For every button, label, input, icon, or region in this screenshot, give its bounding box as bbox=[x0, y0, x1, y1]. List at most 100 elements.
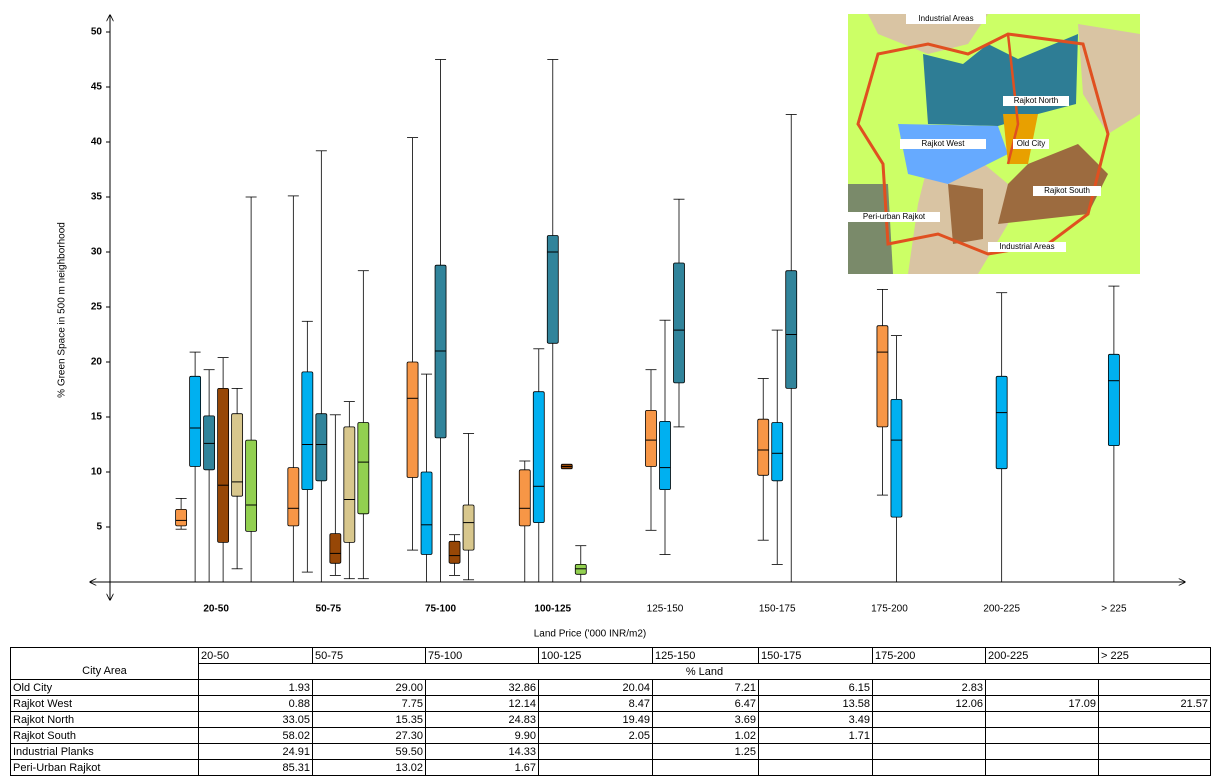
value-cell: 15.35 bbox=[313, 712, 426, 728]
x-tick-label: 100-125 bbox=[534, 604, 571, 615]
x-tick-label: 50-75 bbox=[316, 604, 342, 615]
x-tick-label: 125-150 bbox=[647, 604, 684, 615]
column-header: 100-125 bbox=[539, 648, 653, 664]
inset-map: Industrial Areas Rajkot North Rajkot Wes… bbox=[848, 14, 1140, 274]
value-cell: 1.71 bbox=[759, 728, 873, 744]
value-cell bbox=[986, 728, 1099, 744]
x-tick-label: 175-200 bbox=[871, 604, 908, 615]
box bbox=[463, 505, 474, 550]
box bbox=[302, 372, 313, 490]
value-cell: 14.33 bbox=[426, 744, 539, 760]
box bbox=[358, 423, 369, 514]
box bbox=[435, 265, 446, 438]
box bbox=[674, 263, 685, 383]
value-cell bbox=[1099, 712, 1211, 728]
column-header: 150-175 bbox=[759, 648, 873, 664]
y-tick-label: 45 bbox=[91, 82, 103, 93]
row-label: Rajkot West bbox=[11, 696, 199, 712]
header-cell: City Area bbox=[11, 664, 199, 680]
box bbox=[232, 414, 243, 497]
value-cell: 3.69 bbox=[653, 712, 759, 728]
map-label: Industrial Areas bbox=[999, 242, 1054, 251]
column-header: 175-200 bbox=[873, 648, 986, 664]
value-cell bbox=[873, 728, 986, 744]
value-cell: 32.86 bbox=[426, 680, 539, 696]
page: % Green Space in 500 m neighborhood Land… bbox=[0, 0, 1213, 781]
x-axis-title: Land Price ('000 INR/m2) bbox=[534, 629, 647, 640]
value-cell: 58.02 bbox=[199, 728, 313, 744]
value-cell: 7.21 bbox=[653, 680, 759, 696]
x-tick-label: 75-100 bbox=[425, 604, 457, 615]
chart: % Green Space in 500 m neighborhood Land… bbox=[0, 0, 1213, 645]
value-cell bbox=[539, 744, 653, 760]
y-tick-label: 15 bbox=[91, 412, 103, 423]
map-label: Peri-urban Rajkot bbox=[863, 212, 926, 221]
unit-header: % Land bbox=[199, 664, 1211, 680]
y-tick-label: 10 bbox=[91, 467, 103, 478]
column-header: 75-100 bbox=[426, 648, 539, 664]
value-cell: 8.47 bbox=[539, 696, 653, 712]
column-header: 50-75 bbox=[313, 648, 426, 664]
box bbox=[533, 392, 544, 523]
box bbox=[407, 362, 418, 478]
value-cell: 1.93 bbox=[199, 680, 313, 696]
value-cell bbox=[986, 680, 1099, 696]
value-cell: 13.58 bbox=[759, 696, 873, 712]
y-tick-label: 5 bbox=[96, 522, 102, 533]
value-cell: 3.49 bbox=[759, 712, 873, 728]
value-cell: 2.05 bbox=[539, 728, 653, 744]
box bbox=[421, 472, 432, 555]
column-header: > 225 bbox=[1099, 648, 1211, 664]
x-tick-label: 200-225 bbox=[983, 604, 1020, 615]
value-cell bbox=[873, 712, 986, 728]
column-header: 125-150 bbox=[653, 648, 759, 664]
value-cell bbox=[986, 712, 1099, 728]
box bbox=[330, 534, 341, 564]
value-cell bbox=[1099, 744, 1211, 760]
value-cell bbox=[1099, 680, 1211, 696]
box bbox=[772, 423, 783, 481]
map-label: Rajkot West bbox=[922, 139, 966, 148]
value-cell: 33.05 bbox=[199, 712, 313, 728]
table-row: City Area% Land bbox=[11, 664, 1211, 680]
value-cell bbox=[986, 744, 1099, 760]
map-label: Rajkot South bbox=[1044, 186, 1090, 195]
map-label: Rajkot North bbox=[1014, 96, 1058, 105]
value-cell: 29.00 bbox=[313, 680, 426, 696]
value-cell bbox=[759, 744, 873, 760]
value-cell: 2.83 bbox=[873, 680, 986, 696]
y-tick-label: 40 bbox=[91, 137, 103, 148]
row-label: Rajkot North bbox=[11, 712, 199, 728]
value-cell: 21.57 bbox=[1099, 696, 1211, 712]
y-tick-label: 25 bbox=[91, 302, 103, 313]
box bbox=[344, 427, 355, 543]
table-row: Industrial Planks24.9159.5014.331.25 bbox=[11, 744, 1211, 760]
box bbox=[204, 416, 215, 470]
row-label: Industrial Planks bbox=[11, 744, 199, 760]
value-cell: 7.75 bbox=[313, 696, 426, 712]
box bbox=[176, 509, 187, 526]
value-cell: 59.50 bbox=[313, 744, 426, 760]
value-cell: 12.14 bbox=[426, 696, 539, 712]
row-label: Peri-Urban Rajkot bbox=[11, 760, 199, 776]
box bbox=[316, 414, 327, 481]
column-header: 20-50 bbox=[199, 648, 313, 664]
box bbox=[449, 541, 460, 563]
value-cell bbox=[653, 760, 759, 776]
box bbox=[288, 468, 299, 526]
value-cell bbox=[873, 760, 986, 776]
row-label: Old City bbox=[11, 680, 199, 696]
box bbox=[246, 440, 257, 531]
y-tick-label: 35 bbox=[91, 192, 103, 203]
x-tick-label: > 225 bbox=[1101, 604, 1127, 615]
box bbox=[519, 470, 530, 526]
table-row: Rajkot North33.0515.3524.8319.493.693.49 bbox=[11, 712, 1211, 728]
box bbox=[1108, 354, 1119, 445]
map-label: Industrial Areas bbox=[918, 14, 973, 23]
column-header: 200-225 bbox=[986, 648, 1099, 664]
box bbox=[575, 564, 586, 574]
value-cell: 9.90 bbox=[426, 728, 539, 744]
